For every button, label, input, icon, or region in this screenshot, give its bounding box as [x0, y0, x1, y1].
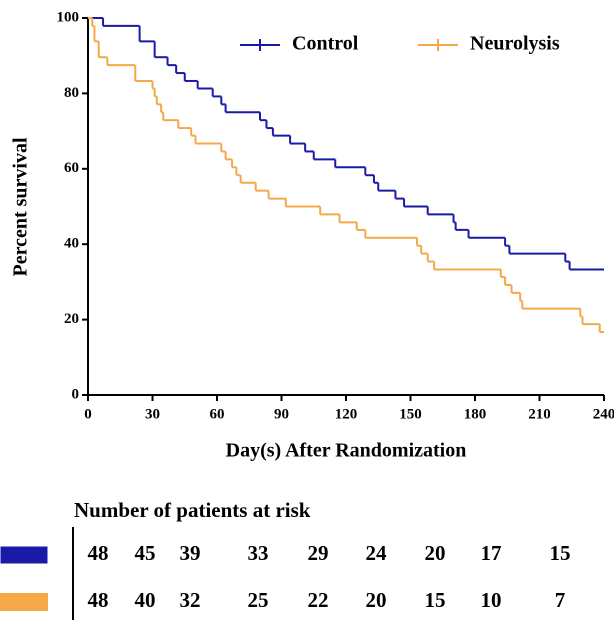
risk-count: 48: [88, 588, 109, 612]
risk-count: 22: [308, 588, 329, 612]
risk-count: 20: [366, 588, 387, 612]
x-tick-label: 0: [84, 406, 92, 422]
x-tick-label: 180: [464, 406, 487, 422]
risk-count: 32: [180, 588, 201, 612]
risk-row-key: [0, 545, 49, 565]
risk-count: 20: [425, 541, 446, 565]
risk-count: 17: [481, 541, 502, 565]
legend-label: Neurolysis: [470, 33, 560, 55]
risk-count: 15: [425, 588, 446, 612]
risk-count: 25: [248, 588, 269, 612]
risk-count: 29: [308, 541, 329, 565]
risk-table-title: Number of patients at risk: [74, 498, 311, 522]
y-tick-label: 100: [57, 9, 80, 25]
risk-count: 48: [88, 541, 109, 565]
x-tick-label: 60: [210, 406, 225, 422]
x-tick-label: 90: [274, 406, 289, 422]
risk-count: 33: [248, 541, 269, 565]
y-tick-label: 0: [72, 386, 80, 402]
x-axis-title: Day(s) After Randomization: [226, 440, 467, 462]
y-tick-label: 80: [64, 85, 79, 101]
risk-count: 7: [555, 588, 566, 612]
risk-count: 15: [550, 541, 571, 565]
risk-count: 45: [135, 541, 156, 565]
y-tick-label: 60: [64, 160, 79, 176]
x-tick-label: 240: [593, 406, 614, 422]
y-axis-title: Percent survival: [10, 137, 32, 276]
risk-row-key: [0, 593, 48, 611]
x-tick-label: 150: [399, 406, 422, 422]
legend-label: Control: [292, 33, 359, 55]
y-tick-label: 20: [64, 311, 79, 327]
risk-count: 40: [135, 588, 156, 612]
risk-count: 24: [366, 541, 388, 565]
x-tick-label: 120: [335, 406, 358, 422]
y-tick-label: 40: [64, 236, 79, 252]
x-tick-label: 30: [145, 406, 160, 422]
risk-count: 10: [481, 588, 502, 612]
x-tick-label: 210: [528, 406, 551, 422]
risk-count: 39: [180, 541, 201, 565]
